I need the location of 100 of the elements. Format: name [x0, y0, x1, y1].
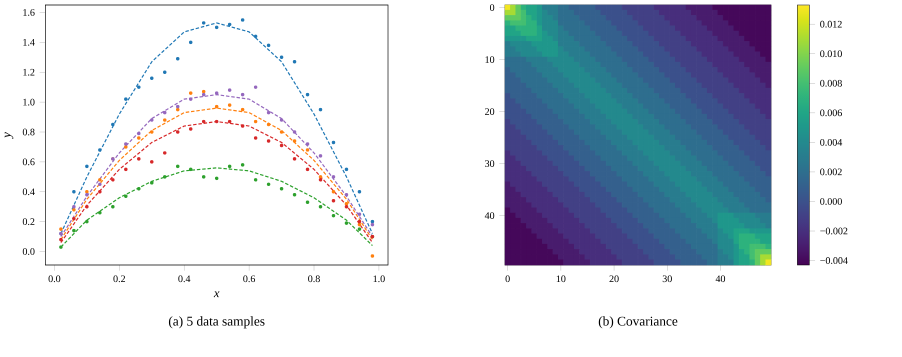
y-tick-label: 0.0	[22, 248, 35, 255]
point	[150, 181, 154, 185]
point	[176, 164, 180, 168]
point	[266, 182, 270, 186]
point	[214, 120, 218, 124]
point	[266, 122, 270, 126]
point	[292, 130, 296, 134]
point	[176, 130, 180, 134]
point	[137, 85, 141, 89]
y-tick-label: 0	[490, 4, 494, 11]
point	[332, 190, 336, 194]
point	[344, 168, 348, 172]
point	[254, 85, 258, 89]
x-tick-label: 0	[506, 275, 510, 282]
point	[150, 118, 154, 122]
point	[72, 216, 76, 220]
point	[370, 222, 374, 226]
point	[292, 139, 296, 143]
point	[72, 204, 76, 208]
point	[124, 142, 128, 146]
point	[98, 182, 102, 186]
y-tick-label: 1.6	[23, 9, 35, 16]
x-tick-label: 0.4	[178, 275, 190, 282]
point	[228, 103, 232, 107]
text: (a) 5 data samples	[168, 316, 265, 328]
point	[72, 228, 76, 232]
point	[59, 238, 63, 242]
point	[370, 254, 374, 258]
point	[240, 163, 244, 167]
point	[202, 21, 206, 25]
point	[124, 194, 128, 198]
point	[85, 190, 89, 194]
point	[188, 91, 192, 95]
color-bar-label: 0.002	[820, 168, 842, 176]
point	[240, 92, 244, 96]
point	[240, 18, 244, 22]
point	[332, 175, 336, 179]
color-bar-label: 0.004	[820, 138, 842, 146]
point	[344, 202, 348, 206]
point	[344, 204, 348, 208]
point	[188, 40, 192, 44]
point	[137, 136, 141, 140]
point	[332, 140, 336, 144]
y-axis-title: y	[4, 132, 14, 139]
text: (b) Covariance	[598, 316, 678, 328]
point	[214, 104, 218, 108]
point	[254, 178, 258, 182]
point	[163, 175, 166, 179]
point	[202, 175, 206, 179]
y-tick-label: 1.4	[23, 38, 35, 46]
x-tick-label: 0.2	[113, 275, 126, 282]
color-bar-label: 0.008	[820, 80, 842, 87]
y-tick-label: 0.6	[22, 158, 35, 166]
point	[176, 57, 180, 61]
y-tick-label: 0.4	[22, 188, 35, 196]
point	[358, 227, 362, 231]
color-bar-label: −0.002	[820, 228, 848, 234]
point	[280, 130, 284, 134]
x-tick-label: 10	[556, 275, 566, 282]
point	[318, 204, 322, 208]
point	[85, 204, 89, 208]
point	[318, 108, 322, 112]
point	[280, 187, 284, 191]
point	[150, 160, 154, 164]
color-bar-label: −0.004	[820, 257, 848, 264]
point	[358, 222, 362, 226]
point	[137, 187, 141, 191]
y-tick-label: 1.2	[23, 68, 34, 76]
x-axis-title: x	[214, 291, 220, 298]
y-tick-label: 10	[485, 56, 494, 63]
point	[98, 210, 102, 214]
color-bar-label: 0.012	[820, 20, 842, 28]
point	[358, 220, 362, 224]
point	[98, 148, 102, 152]
point	[202, 92, 206, 96]
y-tick-label: 1.0	[23, 98, 35, 106]
point	[280, 118, 284, 122]
x-tick-label: 30	[662, 275, 672, 282]
point	[176, 108, 180, 112]
point	[124, 168, 128, 172]
point	[214, 91, 218, 95]
point	[228, 120, 232, 124]
point	[137, 132, 141, 136]
point	[280, 56, 284, 60]
point	[98, 190, 102, 194]
point	[72, 190, 76, 194]
point	[202, 120, 206, 124]
point	[344, 221, 348, 225]
point	[306, 148, 310, 152]
color-bar-label: 0.000	[820, 198, 842, 205]
point	[266, 44, 270, 48]
point	[306, 92, 310, 96]
point	[150, 76, 154, 80]
point	[228, 164, 232, 168]
x-tick-label: 0.0	[48, 275, 60, 282]
point	[85, 164, 89, 168]
x-tick-label: 20	[610, 275, 619, 282]
point	[163, 70, 166, 74]
point	[214, 176, 218, 180]
point	[292, 60, 296, 64]
